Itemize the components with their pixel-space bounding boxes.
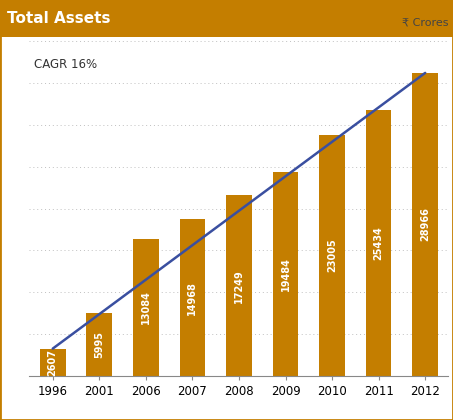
Text: 25434: 25434 — [374, 226, 384, 260]
Text: 23005: 23005 — [327, 239, 337, 273]
Text: 5995: 5995 — [94, 331, 104, 358]
Text: 2607: 2607 — [48, 349, 58, 376]
Bar — [366, 110, 391, 376]
Bar — [319, 135, 345, 376]
Text: 19484: 19484 — [280, 257, 290, 291]
Text: ₹ Crores: ₹ Crores — [402, 18, 448, 28]
Bar — [40, 349, 66, 376]
Bar — [179, 219, 205, 376]
Text: 28966: 28966 — [420, 207, 430, 241]
Text: Total Assets: Total Assets — [7, 11, 110, 26]
Text: 14968: 14968 — [188, 281, 198, 315]
Bar — [226, 195, 252, 376]
Bar — [412, 73, 438, 376]
Text: 17249: 17249 — [234, 269, 244, 302]
Text: 13084: 13084 — [141, 291, 151, 324]
Text: CAGR 16%: CAGR 16% — [34, 58, 97, 71]
Bar — [273, 172, 299, 376]
Bar — [133, 239, 159, 376]
Bar — [87, 313, 112, 376]
